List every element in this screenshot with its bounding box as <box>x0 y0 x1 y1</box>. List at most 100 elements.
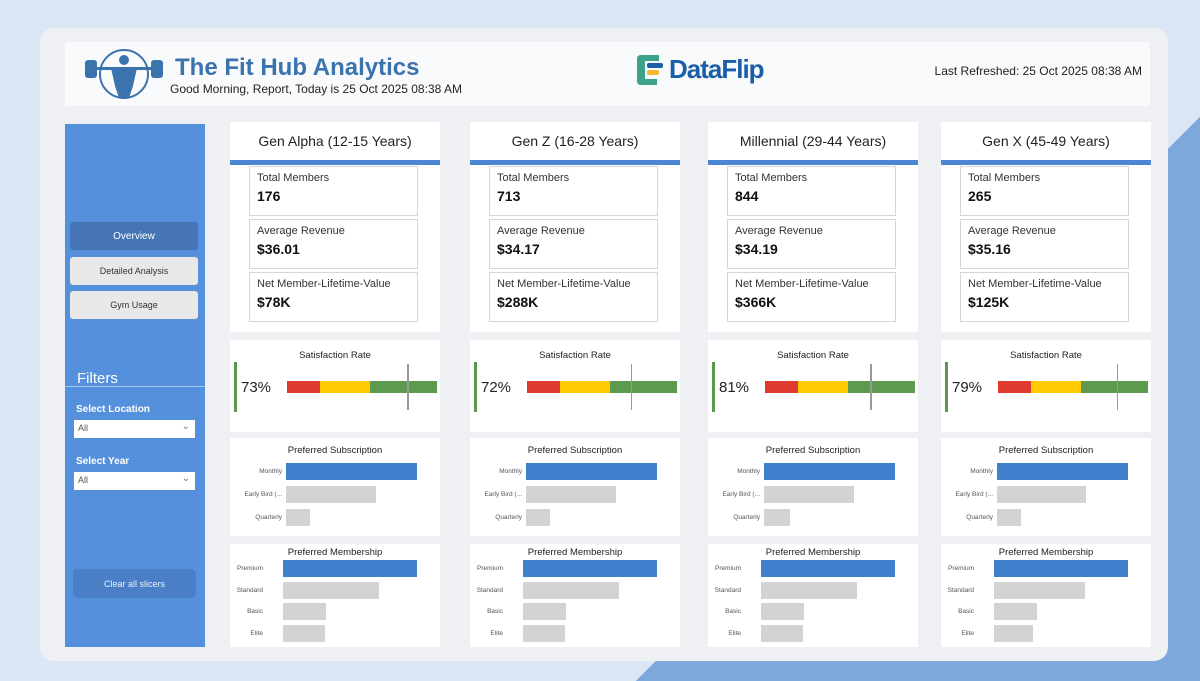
gauge-band <box>527 381 560 393</box>
bar-label: Elite <box>490 629 503 637</box>
bar-label: Standard <box>236 586 263 594</box>
gauge-band <box>369 381 437 393</box>
membership-chart: Preferred Membership Premium Standard Basic… <box>470 544 680 647</box>
total-members-card: Total Members 176 <box>249 166 418 216</box>
average-revenue-card: Average Revenue $35.16 <box>960 219 1129 269</box>
bar[interactable] <box>994 603 1037 620</box>
subscription-chart: Preferred Subscription Monthly Early Bird … <box>708 438 918 536</box>
kpi-label: Total Members <box>257 172 330 184</box>
satisfaction-value: 73% <box>234 362 284 412</box>
segment-title: Gen Z (16-28 Years) <box>470 122 680 165</box>
kpi-label: Net Member-Lifetime-Value <box>735 278 869 290</box>
bar[interactable] <box>283 624 325 642</box>
bar[interactable] <box>764 463 895 480</box>
bar[interactable] <box>997 463 1128 480</box>
bar[interactable] <box>526 486 617 503</box>
bar-label: Quarterly <box>255 514 282 521</box>
bar-label: Monthly <box>970 468 993 475</box>
chevron-down-icon: ⌄ <box>181 421 190 432</box>
location-dropdown[interactable]: All ⌄ <box>74 420 195 438</box>
kpi-value: 265 <box>968 188 992 204</box>
bar-label: Premium <box>947 565 974 572</box>
app-title: The Fit Hub Analytics <box>175 54 420 81</box>
kpi-label: Average Revenue <box>968 225 1056 237</box>
subscription-chart: Preferred Subscription Monthly Early Bird … <box>230 438 440 536</box>
bar[interactable] <box>997 486 1087 503</box>
bar[interactable] <box>761 581 858 599</box>
gauge-target-line <box>407 364 409 410</box>
bar-label: Monthly <box>259 468 282 475</box>
year-value: All <box>78 475 89 485</box>
sidebar: Overview Detailed Analysis Gym Usage Fil… <box>65 124 205 647</box>
gauge-band <box>798 381 848 393</box>
bar[interactable] <box>526 463 657 480</box>
satisfaction-gauge: Satisfaction Rate 81% <box>708 340 918 432</box>
gauge-band <box>560 381 610 393</box>
bar[interactable] <box>994 560 1128 577</box>
net-ltv-card: Net Member-Lifetime-Value $288K <box>489 272 658 322</box>
bar[interactable] <box>523 624 565 642</box>
dataflip-icon <box>637 55 663 85</box>
nav-gym-usage-button[interactable]: Gym Usage <box>70 291 198 319</box>
bar-label: Monthly <box>499 468 522 475</box>
average-revenue-card: Average Revenue $34.17 <box>489 219 658 269</box>
header: The Fit Hub Analytics Good Morning, Repo… <box>65 42 1150 106</box>
dataflip-logo: DataFlip <box>635 52 765 86</box>
bar[interactable] <box>286 486 377 503</box>
clear-slicers-button[interactable]: Clear all slicers <box>73 569 196 598</box>
greeting-text: Good Morning, Report, Today is 25 Oct 20… <box>170 82 462 96</box>
chart-title: Preferred Membership <box>998 547 1094 558</box>
gauge-band <box>320 381 370 393</box>
bar[interactable] <box>994 624 1033 642</box>
bar[interactable] <box>761 624 803 642</box>
kpi-value: $288K <box>497 294 539 310</box>
bar[interactable] <box>761 560 895 577</box>
bar-label: Standard <box>476 586 503 594</box>
kpi-value: $78K <box>257 294 291 310</box>
kpi-value: $34.17 <box>497 241 540 257</box>
bar-label: Standard <box>714 586 741 594</box>
bar[interactable] <box>523 560 657 577</box>
bar[interactable] <box>764 509 791 526</box>
bar[interactable] <box>283 603 326 620</box>
bar[interactable] <box>994 581 1086 599</box>
kpi-label: Total Members <box>968 172 1041 184</box>
nav-overview-button[interactable]: Overview <box>70 222 198 250</box>
year-dropdown[interactable]: All ⌄ <box>74 472 195 490</box>
kpi-panel: Total Members 844 Average Revenue $34.19 Net… <box>708 165 918 332</box>
gauge-band <box>609 381 677 393</box>
average-revenue-card: Average Revenue $36.01 <box>249 219 418 269</box>
gauge-target-line <box>1116 364 1118 410</box>
bar-label: Quarterly <box>966 514 993 521</box>
kpi-value: 176 <box>257 188 281 204</box>
bar[interactable] <box>761 603 804 620</box>
bar[interactable] <box>286 509 310 526</box>
kpi-label: Net Member-Lifetime-Value <box>257 278 391 290</box>
bar-label: Premium <box>236 565 263 572</box>
gauge-title: Satisfaction Rate <box>1010 350 1082 361</box>
total-members-card: Total Members 713 <box>489 166 658 216</box>
location-value: All <box>78 423 89 433</box>
bar[interactable] <box>764 486 855 503</box>
bar[interactable] <box>283 581 380 599</box>
kpi-panel: Total Members 265 Average Revenue $35.16 Net… <box>941 165 1151 332</box>
kpi-label: Net Member-Lifetime-Value <box>497 278 631 290</box>
chart-title: Preferred Subscription <box>527 445 623 456</box>
bar-label: Early Bird (... <box>722 491 760 498</box>
average-revenue-card: Average Revenue $34.19 <box>727 219 896 269</box>
bar[interactable] <box>283 560 417 577</box>
membership-chart: Preferred Membership Premium Standard Basic… <box>708 544 918 647</box>
bar[interactable] <box>526 509 550 526</box>
bar[interactable] <box>286 463 417 480</box>
nav-detailed-analysis-button[interactable]: Detailed Analysis <box>70 257 198 285</box>
bar-label: Basic <box>725 608 741 615</box>
bar-label: Early Bird (... <box>484 491 522 498</box>
bar-label: Quarterly <box>495 514 522 521</box>
bar-label: Early Bird (... <box>244 491 282 498</box>
bar[interactable] <box>997 509 1021 526</box>
gauge-band <box>765 381 798 393</box>
satisfaction-value: 81% <box>712 362 762 412</box>
bar[interactable] <box>523 581 620 599</box>
bar[interactable] <box>523 603 566 620</box>
gauge-title: Satisfaction Rate <box>299 350 371 361</box>
